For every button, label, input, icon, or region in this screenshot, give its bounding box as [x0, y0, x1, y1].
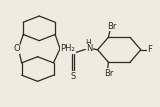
- Text: S: S: [70, 72, 75, 81]
- Text: Br: Br: [104, 69, 114, 78]
- Text: F: F: [148, 45, 152, 54]
- Text: PH₂: PH₂: [60, 44, 75, 53]
- Text: N: N: [86, 44, 93, 53]
- Text: H: H: [85, 39, 91, 48]
- Text: Br: Br: [107, 22, 116, 30]
- Text: O: O: [13, 44, 20, 53]
